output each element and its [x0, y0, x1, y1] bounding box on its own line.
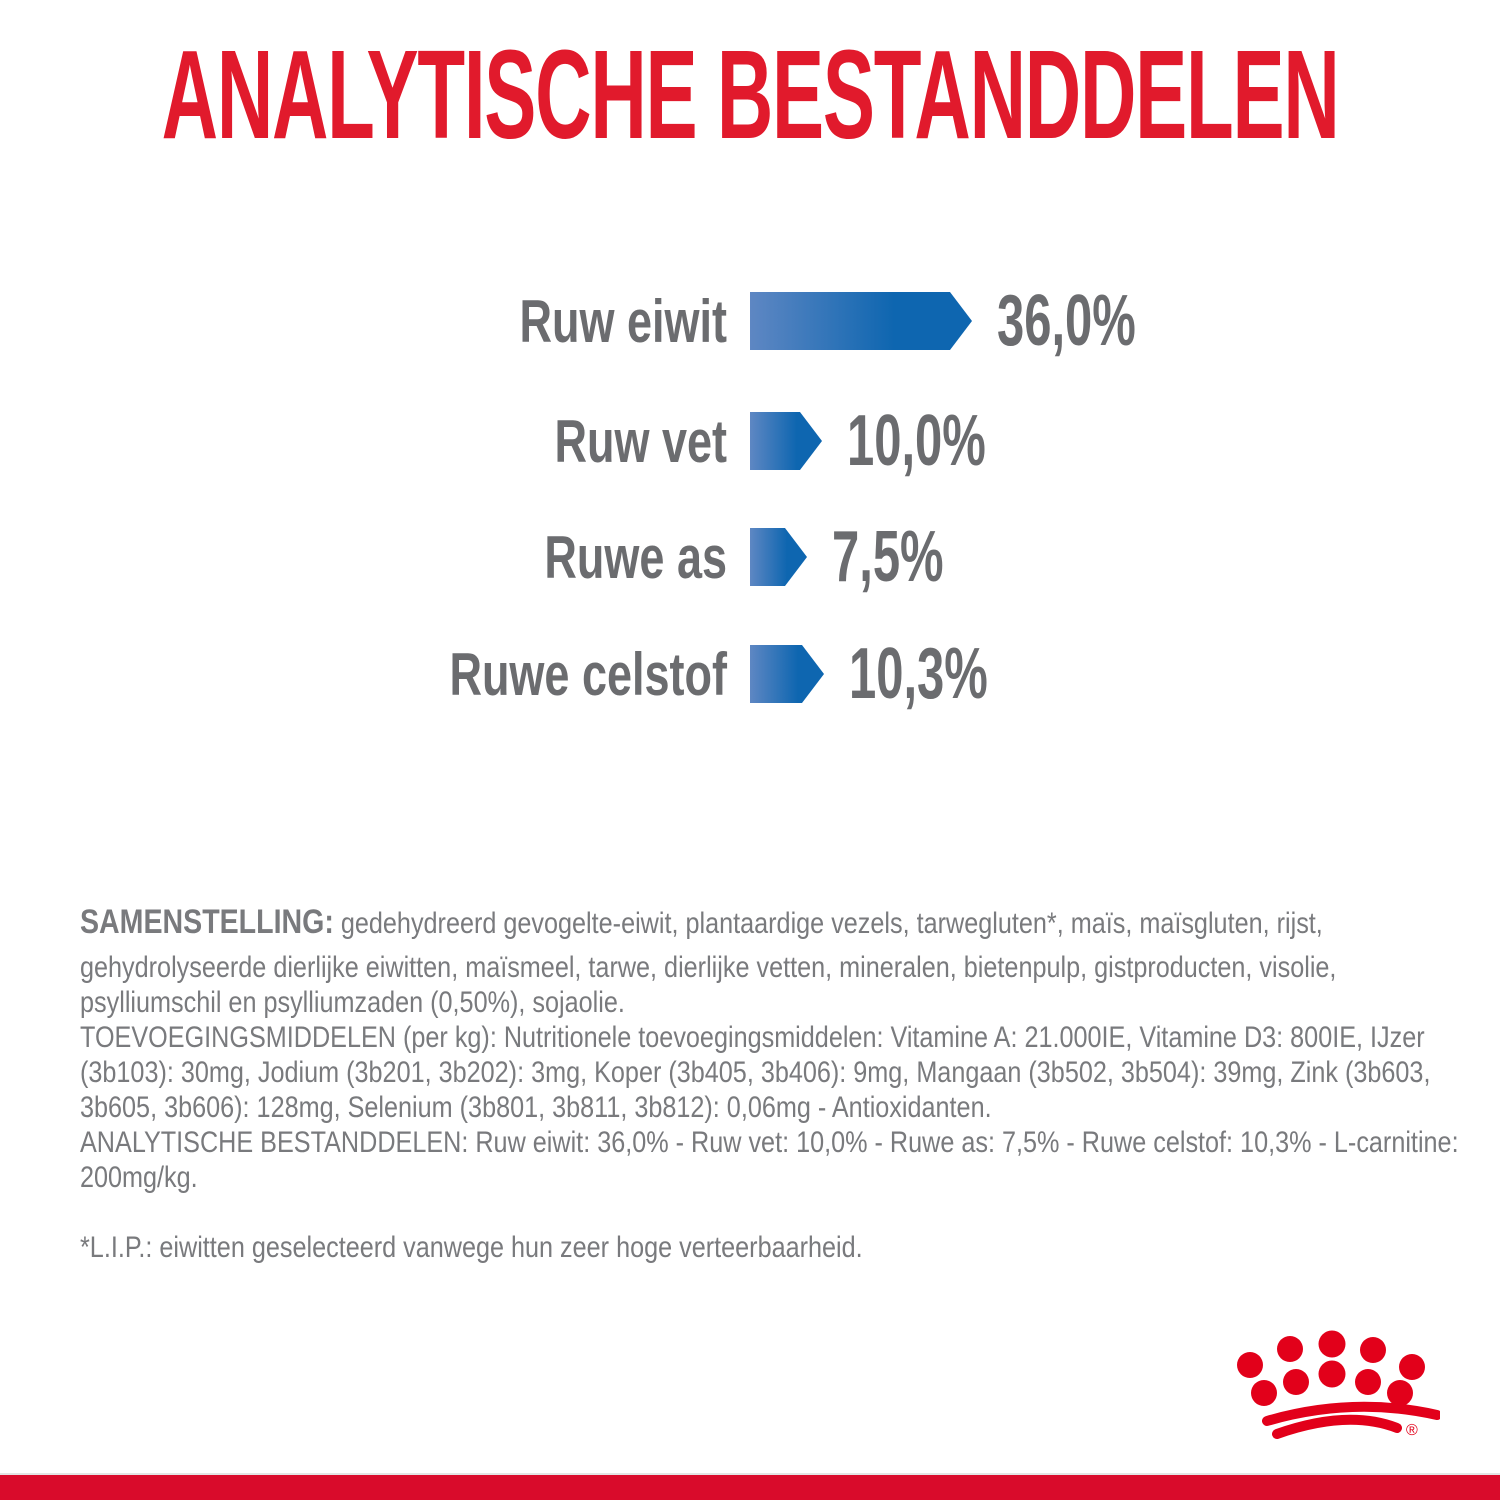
bar-ruwe-celstof	[750, 645, 824, 703]
composition-line: gehydrolyseerde dierlijke eiwitten, maïs…	[80, 951, 1337, 984]
additives-line: 3b605, 3b606): 128mg, Selenium (3b801, 3…	[80, 1091, 992, 1124]
bar-ruw-vet	[750, 412, 822, 470]
bar-ruw-eiwit	[750, 292, 972, 350]
additives-line: TOEVOEGINGSMIDDELEN (per kg): Nutritione…	[80, 1021, 1425, 1054]
crown-dots	[1237, 1330, 1425, 1406]
bar-value: 36,0%	[997, 281, 1136, 361]
bar-label: Ruw vet	[554, 407, 727, 475]
bar-value: 7,5%	[832, 517, 944, 597]
title-wrap: ANALYTISCHE BESTANDDELEN	[0, 32, 1500, 158]
bar-label: Ruw eiwit	[519, 287, 727, 355]
bottom-divider-line	[0, 1473, 1500, 1475]
chart-row: Ruwe as 7,5%	[0, 517, 1500, 597]
chart-row: Ruw vet 10,0%	[0, 401, 1500, 481]
composition-section: SAMENSTELLING: gedehydreerd gevogelte-ei…	[80, 905, 1500, 1265]
bar-label: Ruwe as	[544, 523, 727, 591]
chart-row: Ruwe celstof 10,3%	[0, 634, 1500, 714]
crown-base-arcs	[1262, 1401, 1440, 1439]
samenstelling-label: SAMENSTELLING:	[80, 903, 334, 941]
additives-line: (3b103): 30mg, Jodium (3b201, 3b202): 3m…	[80, 1056, 1431, 1089]
lip-footnote: *L.I.P.: eiwitten geselecteerd vanwege h…	[80, 1231, 863, 1264]
bar-value: 10,0%	[847, 401, 986, 481]
chart-row: Ruw eiwit 36,0%	[0, 281, 1500, 361]
registered-trademark-icon: ®	[1406, 1422, 1418, 1439]
page-title: ANALYTISCHE BESTANDDELEN	[161, 24, 1340, 165]
analytic-line: ANALYTISCHE BESTANDDELEN: Ruw eiwit: 36,…	[80, 1126, 1459, 1159]
composition-line: psylliumschil en psylliumzaden (0,50%), …	[80, 986, 625, 1019]
composition-line-text: gedehydreerd gevogelte-eiwit, plantaardi…	[333, 907, 1323, 940]
royal-canin-crown-logo: ®	[1237, 1330, 1440, 1439]
composition-line: SAMENSTELLING: gedehydreerd gevogelte-ei…	[80, 905, 1459, 941]
bar-label: Ruwe celstof	[449, 640, 727, 708]
bar-ruwe-as	[750, 528, 807, 586]
analytic-line: 200mg/kg.	[80, 1161, 198, 1194]
bottom-red-bar	[0, 1475, 1500, 1500]
bar-value: 10,3%	[849, 634, 988, 714]
